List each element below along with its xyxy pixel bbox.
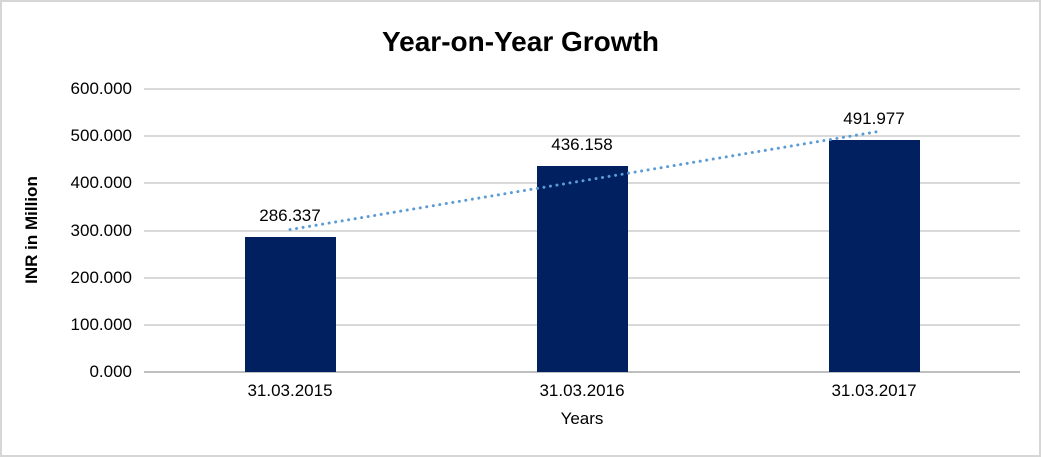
bar-value-label: 491.977 [843,108,905,128]
bar-value-label: 286.337 [259,205,321,225]
plot-area: 286.337 436.158 491.977 [144,88,1020,373]
y-tick-label: 400.000 [70,173,132,193]
x-tick-label: 31.03.2015 [247,381,333,400]
y-tick-label: 500.000 [70,126,132,146]
y-tick-label: 100.000 [70,314,132,334]
y-axis-tick-labels: 0.000 100.000 200.000 300.000 400.000 500.000… [2,79,132,381]
y-tick-label: 200.000 [70,267,132,287]
x-axis-tick-labels: 31.03.2015 31.03.2016 31.03.2017 [144,381,1020,403]
trendline-path [288,130,880,232]
x-axis-line [144,371,1020,373]
trendline [288,130,880,232]
gridline [144,135,1020,138]
y-tick-label: 300.000 [70,220,132,240]
x-tick-label: 31.03.2016 [539,381,625,400]
y-tick-label: 600.000 [70,79,132,98]
bar-31.03.2015 [244,236,336,372]
bar-value-label: 436.158 [551,135,613,155]
bar-31.03.2016 [536,166,628,372]
x-axis-title: Years [560,409,604,428]
y-tick-label: 0.000 [89,362,132,381]
bar-31.03.2017 [828,139,920,372]
gridline [144,88,1020,90]
chart-title: Year-on-Year Growth [382,26,659,57]
x-tick-label: 31.03.2017 [831,381,917,400]
